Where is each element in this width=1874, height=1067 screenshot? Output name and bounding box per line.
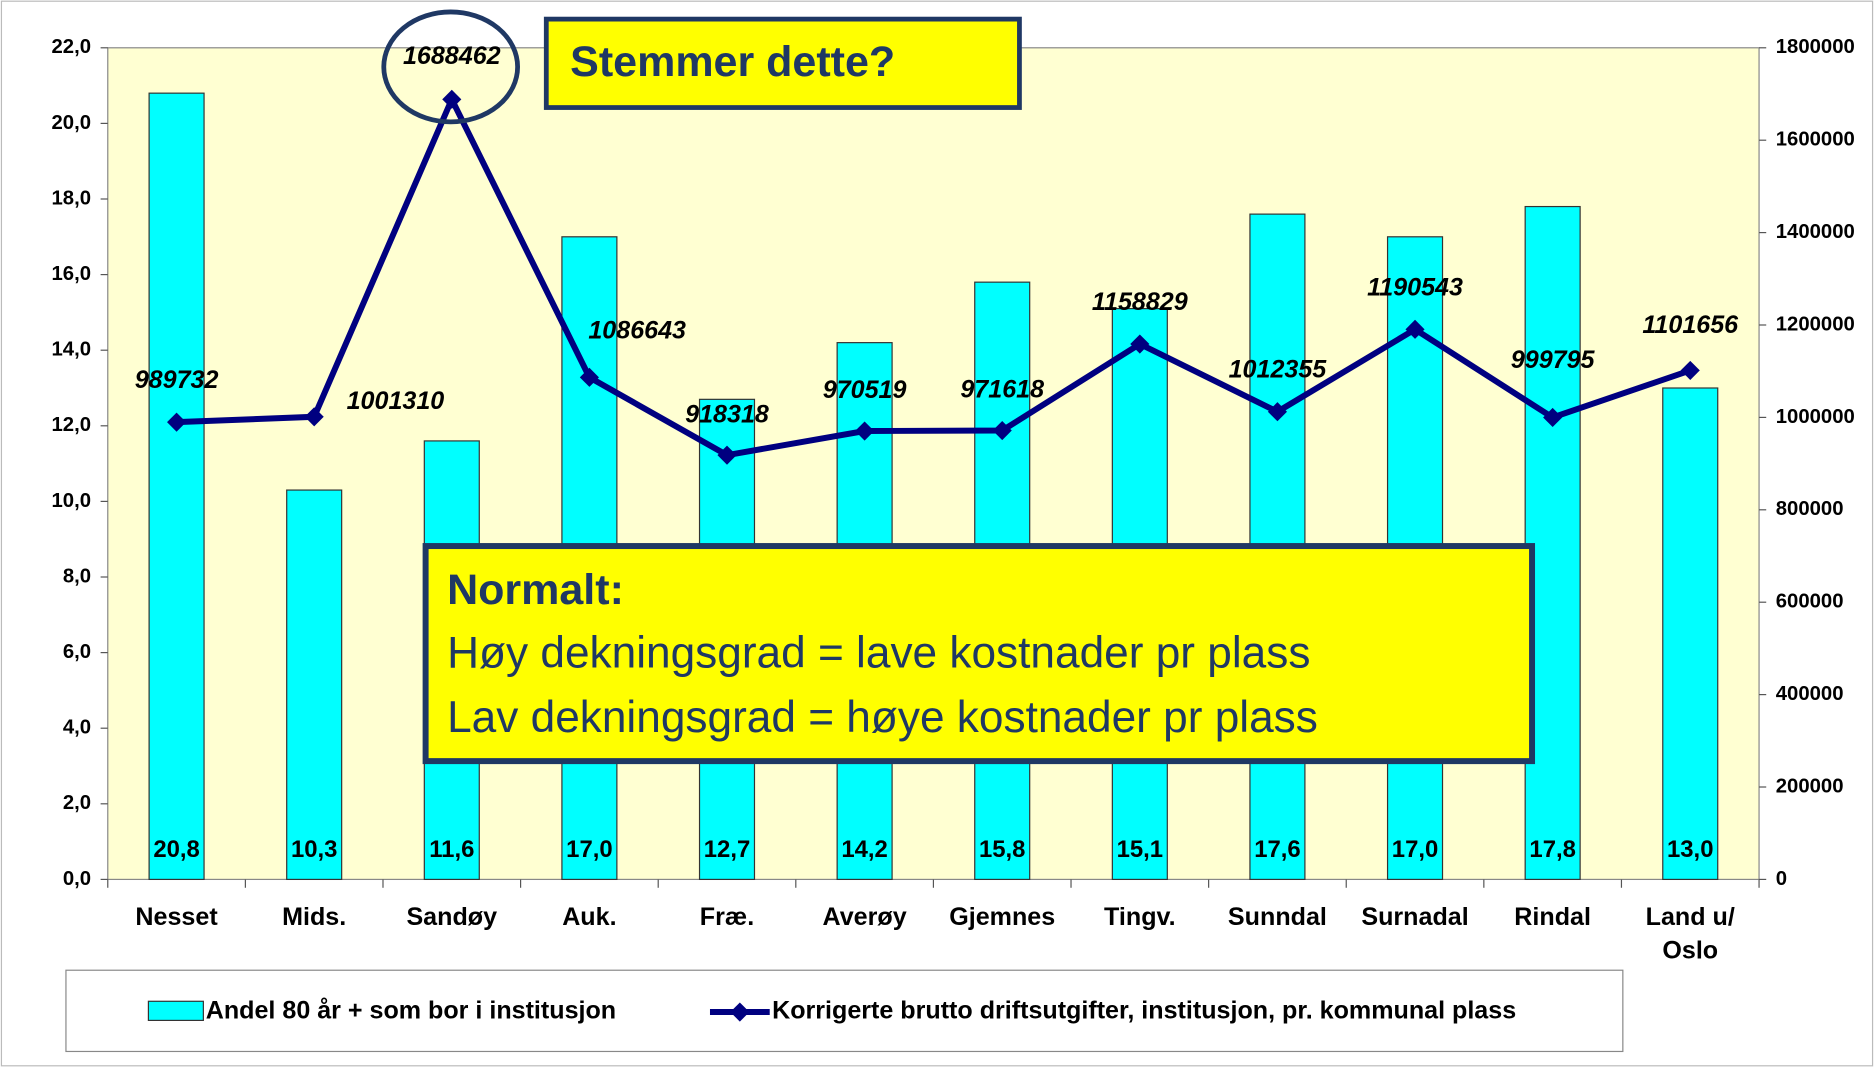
bar (286, 489, 343, 881)
y2-tick-label: 800000 (1776, 498, 1844, 520)
y-tick-label: 12,0 (52, 414, 92, 436)
line-value-label: 1001310 (347, 387, 445, 415)
bar-value-label: 10,3 (291, 836, 337, 863)
y2-tick-label: 0 (1776, 868, 1787, 890)
bar (1662, 387, 1719, 881)
note-box (422, 543, 1536, 765)
bar-value-label: 11,6 (429, 836, 474, 863)
x-tick-label: Nesset (135, 903, 218, 931)
legend-swatch (147, 1000, 204, 1021)
y-tick-label: 10,0 (52, 490, 92, 512)
x-tick-label: Gjemnes (949, 903, 1056, 931)
line-value-label: 1158829 (1092, 288, 1188, 316)
line-value-label: 1086643 (588, 317, 686, 345)
x-tick-label-box: Auk. (562, 903, 617, 931)
x-tick-label-box: Land u/ Oslo (1645, 903, 1735, 965)
note-title: Normalt: (447, 566, 624, 614)
y2-tick-label: 400000 (1776, 683, 1844, 705)
y-tick-label: 20,0 (52, 112, 92, 134)
y-tick-label: 0,0 (63, 868, 91, 890)
y2-tick-label: 1400000 (1776, 221, 1855, 243)
x-tick-label-box: Surnadal (1361, 903, 1469, 931)
x-tick-label-box: Gjemnes (949, 903, 1056, 931)
line-value-label: 971618 (960, 376, 1044, 404)
x-tick-label-box: Fræ. (699, 903, 755, 931)
line-marker (1267, 402, 1287, 422)
y2-tick-label: 1800000 (1776, 36, 1855, 58)
bar-value-label: 17,0 (1392, 836, 1438, 863)
x-tick-label: Rindal (1514, 903, 1591, 931)
bar-value-label: 17,8 (1529, 836, 1575, 863)
bar-value-label: 17,6 (1254, 836, 1300, 863)
y-tick-label: 18,0 (52, 187, 92, 209)
line-marker (304, 407, 324, 427)
line-value-label: 918318 (685, 400, 769, 428)
highlight-circle (381, 9, 520, 125)
y-tick-label: 2,0 (63, 792, 91, 814)
line-value-label: 999795 (1511, 346, 1596, 374)
x-tick-label-box: Tingv. (1104, 903, 1176, 931)
x-tick-label: Auk. (562, 903, 617, 931)
x-tick-label: Fræ. (699, 903, 755, 931)
y-tick-label: 6,0 (63, 641, 91, 663)
x-tick-label: Mids. (282, 903, 347, 931)
bar (1524, 205, 1581, 881)
x-tick-label: Sandøy (406, 903, 498, 931)
bar-value-label: 15,1 (1117, 836, 1163, 863)
line-value-label: 1190543 (1367, 273, 1463, 301)
line-value-label: 989732 (135, 366, 219, 394)
bar-value-label: 14,2 (841, 836, 887, 863)
x-tick-label-box: Averøy (822, 903, 907, 931)
callout-box (543, 16, 1022, 110)
line-value-label: 970519 (823, 376, 907, 404)
y2-tick-label: 200000 (1776, 775, 1844, 797)
callout: Stemmer dette? (570, 38, 895, 86)
line-marker (1543, 407, 1563, 428)
line-marker (1130, 334, 1150, 354)
legend-label: Andel 80 år + som bor i institusjon (206, 997, 616, 1025)
x-tick-label: Sunndal (1227, 903, 1327, 931)
x-tick-label: Surnadal (1361, 903, 1469, 931)
line-marker (442, 89, 462, 109)
note-line: Høy dekningsgrad = lave kostnader pr pla… (447, 629, 1310, 678)
line-marker (717, 445, 737, 465)
y-tick-label: 8,0 (63, 565, 91, 587)
x-tick-label-box: Nesset (135, 903, 218, 931)
line-value-label: 1101656 (1642, 311, 1739, 339)
y2-tick-label: 600000 (1776, 591, 1844, 613)
bar-value-label: 13,0 (1667, 836, 1713, 863)
legend-marker (730, 1002, 750, 1022)
y-tick-label: 14,0 (52, 339, 92, 361)
x-tick-label: Tingv. (1104, 903, 1176, 931)
legend-label: Korrigerte brutto driftsutgifter, instit… (772, 997, 1516, 1025)
y2-tick-label: 1000000 (1776, 406, 1855, 428)
x-tick-label-box: Sunndal (1227, 903, 1327, 931)
line-marker (1405, 319, 1425, 339)
bar-value-label: 20,8 (153, 836, 199, 863)
bar (148, 92, 205, 881)
line-value-label: 1688462 (403, 42, 501, 70)
line-value-label: 1012355 (1229, 356, 1328, 384)
y-tick-label: 4,0 (63, 717, 91, 739)
bar-value-label: 12,7 (704, 836, 750, 863)
y-tick-label: 22,0 (52, 36, 92, 58)
line-marker (855, 421, 875, 441)
x-tick-label-box: Mids. (282, 903, 347, 931)
y2-tick-label: 1200000 (1776, 313, 1855, 335)
x-tick-label: Land u/ Oslo (1645, 903, 1735, 965)
note-line: Lav dekningsgrad = høye kostnader pr pla… (447, 693, 1318, 742)
y-tick-label: 16,0 (52, 263, 92, 285)
y2-tick-label: 1600000 (1776, 129, 1855, 151)
x-tick-label: Averøy (822, 903, 907, 931)
bar-value-label: 15,8 (979, 836, 1025, 863)
line (176, 92, 1692, 459)
x-tick-label-box: Sandøy (406, 903, 498, 931)
x-tick-label-box: Rindal (1514, 903, 1591, 931)
legend-box (65, 969, 1624, 1053)
bar-value-label: 17,0 (566, 836, 612, 863)
